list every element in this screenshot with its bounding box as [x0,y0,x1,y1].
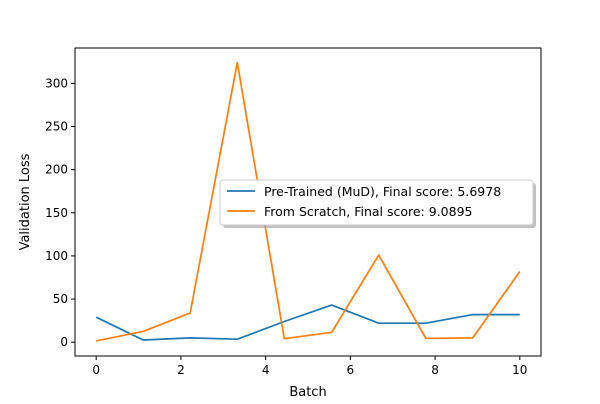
y-tick-label: 100 [45,249,68,263]
y-tick-label: 150 [45,206,68,220]
x-tick-label: 8 [431,363,439,377]
x-tick-label: 0 [92,363,100,377]
legend-label-2: From Scratch, Final score: 9.0895 [264,204,472,219]
series-line-1 [95,304,520,341]
y-tick-label: 200 [45,163,68,177]
x-tick-label: 10 [512,363,527,377]
series-line-2 [96,61,521,342]
y-tick-label: 50 [53,292,68,306]
y-tick-label: 0 [60,335,68,349]
x-axis-label: Batch [289,385,326,400]
x-tick-label: 2 [177,363,185,377]
legend-label-1: Pre-Trained (MuD), Final score: 5.6978 [264,184,501,199]
x-tick-label: 6 [347,363,355,377]
y-tick-label: 250 [45,120,68,134]
y-axis-label: Validation Loss [18,153,33,250]
legend-box [219,179,534,226]
x-tick-label: 4 [262,363,270,377]
legend: Pre-Trained (MuD), Final score: 5.6978 Fr… [219,179,536,228]
y-tick-label: 300 [45,76,68,90]
